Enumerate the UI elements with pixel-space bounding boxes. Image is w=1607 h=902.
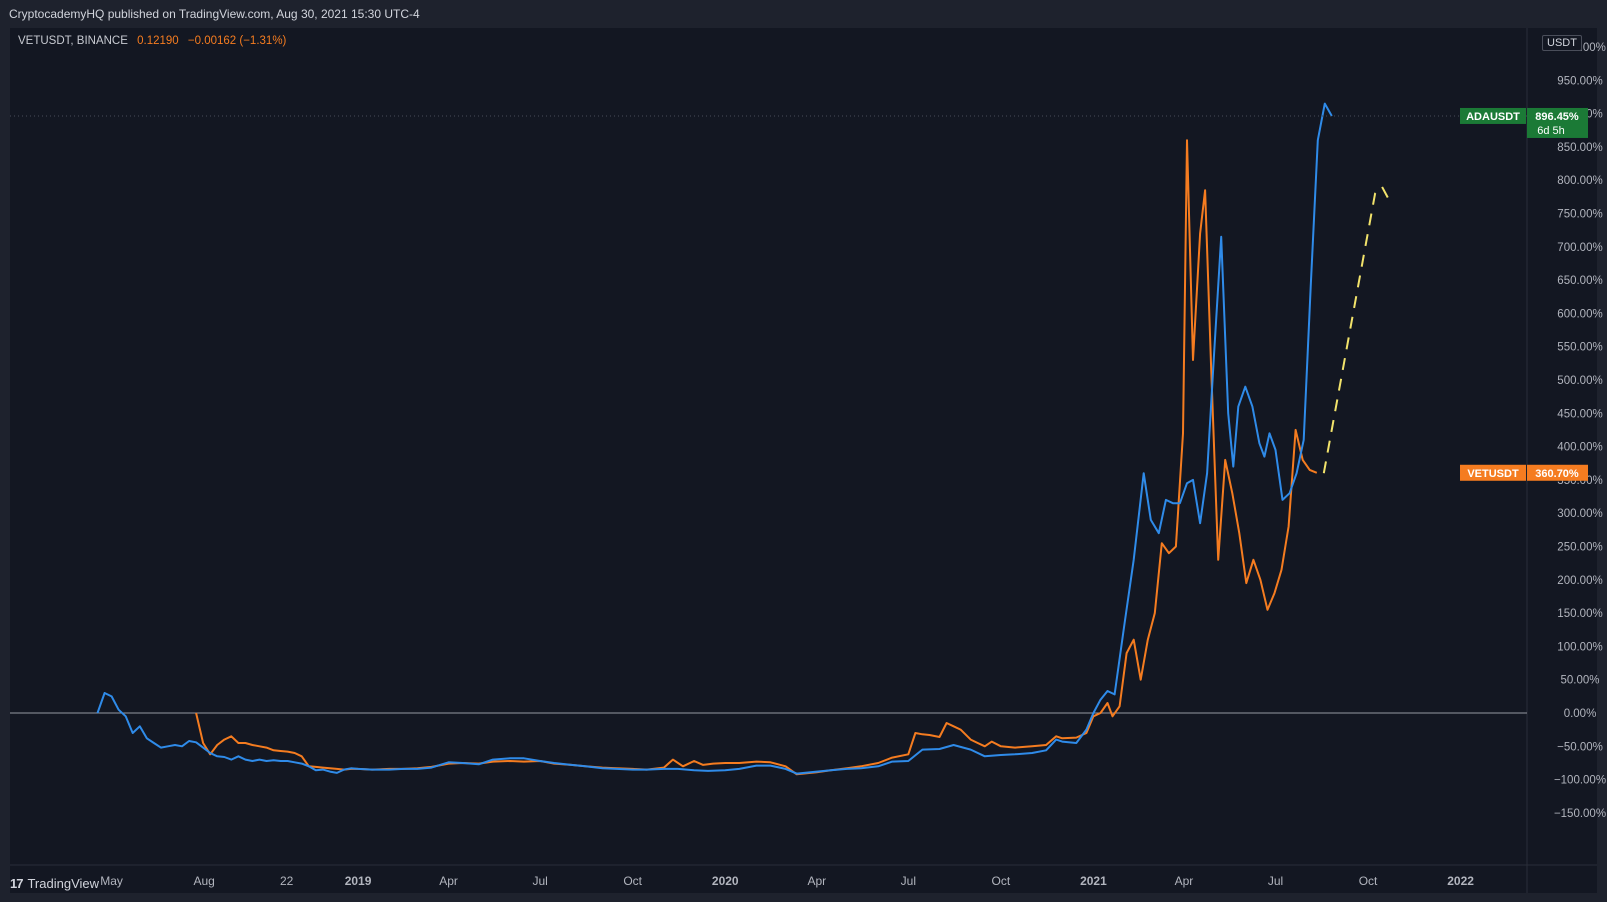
x-tick-label: Apr [1175,874,1194,888]
y-tick-label: 400.00% [1557,442,1602,454]
last-value-label: 896.45% [1535,111,1579,123]
y-tick-label: 750.00% [1557,209,1602,221]
time-scale-area [10,865,1597,893]
x-tick-label: 2020 [712,874,739,888]
y-tick-label: 250.00% [1557,542,1602,554]
y-tick-label: 950.00% [1557,75,1602,87]
x-tick-label: Jul [532,874,547,888]
y-tick-label: 200.00% [1557,575,1602,587]
y-tick-label: −150.00% [1554,808,1606,820]
series-name-badge [1460,107,1526,124]
brand-name: TradingView [27,876,100,891]
y-tick-label: 550.00% [1557,342,1602,354]
y-tick-label: 600.00% [1557,308,1602,320]
x-tick-label: May [100,874,123,888]
projection-dashed-line [1322,185,1391,474]
y-tick-label: 850.00% [1557,142,1602,154]
publish-header: CryptocademyHQ published on TradingView.… [0,0,1607,28]
x-tick-label: 22 [280,874,294,888]
x-tick-label: Oct [1359,874,1378,888]
adausdt-badge: ADAUSDT 896.45% 6d 5h [1460,107,1588,138]
price-change: −0.00162 (−1.31%) [187,35,287,47]
y-tick-label: 50.00% [1560,675,1599,687]
x-tick-label: Jul [901,874,916,888]
bar-countdown-label: 6d 5h [1537,125,1565,137]
series-name-label: VETUSDT [1467,468,1519,480]
x-tick-label: Oct [623,874,642,888]
tradingview-logo-icon: 17 [10,876,24,891]
y-tick-label: 300.00% [1557,508,1602,520]
y-tick-label: 100.00% [1557,641,1602,653]
x-tick-label: 2019 [345,874,372,888]
y-tick-label: 500.00% [1557,375,1602,387]
x-tick-label: Apr [439,874,458,888]
tradingview-brand[interactable]: 17 TradingView [10,876,99,891]
last-price: 0.12190 [137,35,179,47]
x-tick-label: Aug [193,874,214,888]
y-tick-label: −100.00% [1554,775,1606,787]
y-tick-label: 0.00% [1564,708,1597,720]
x-tick-label: Jul [1268,874,1283,888]
x-tick-label: Apr [807,874,826,888]
publisher-caption: CryptocademyHQ published on TradingView.… [9,7,420,21]
series-line-adausdt [96,102,1333,775]
series-name-label: ADAUSDT [1466,111,1520,123]
currency-unit-button[interactable]: USDT [1542,35,1582,51]
price-scale-area [1527,28,1597,865]
y-tick-label: 450.00% [1557,408,1602,420]
last-value-badge [1527,464,1588,481]
symbol-legend[interactable]: VETUSDT, BINANCE 0.12190 −0.00162 (−1.31… [18,35,286,47]
symbol-name[interactable]: VETUSDT, BINANCE [18,35,128,47]
vetusdt-badge: VETUSDT 360.70% [1460,464,1588,481]
last-value-badge [1527,107,1588,138]
x-tick-label: Oct [992,874,1011,888]
y-tick-label: 700.00% [1557,242,1602,254]
y-tick-label: −50.00% [1557,741,1603,753]
y-tick-label: 800.00% [1557,175,1602,187]
series-name-badge [1460,464,1526,481]
last-value-label: 360.70% [1535,468,1579,480]
x-tick-label: 2022 [1447,874,1474,888]
y-tick-label: 650.00% [1557,275,1602,287]
x-tick-label: 2021 [1080,874,1107,888]
y-tick-label: 150.00% [1557,608,1602,620]
